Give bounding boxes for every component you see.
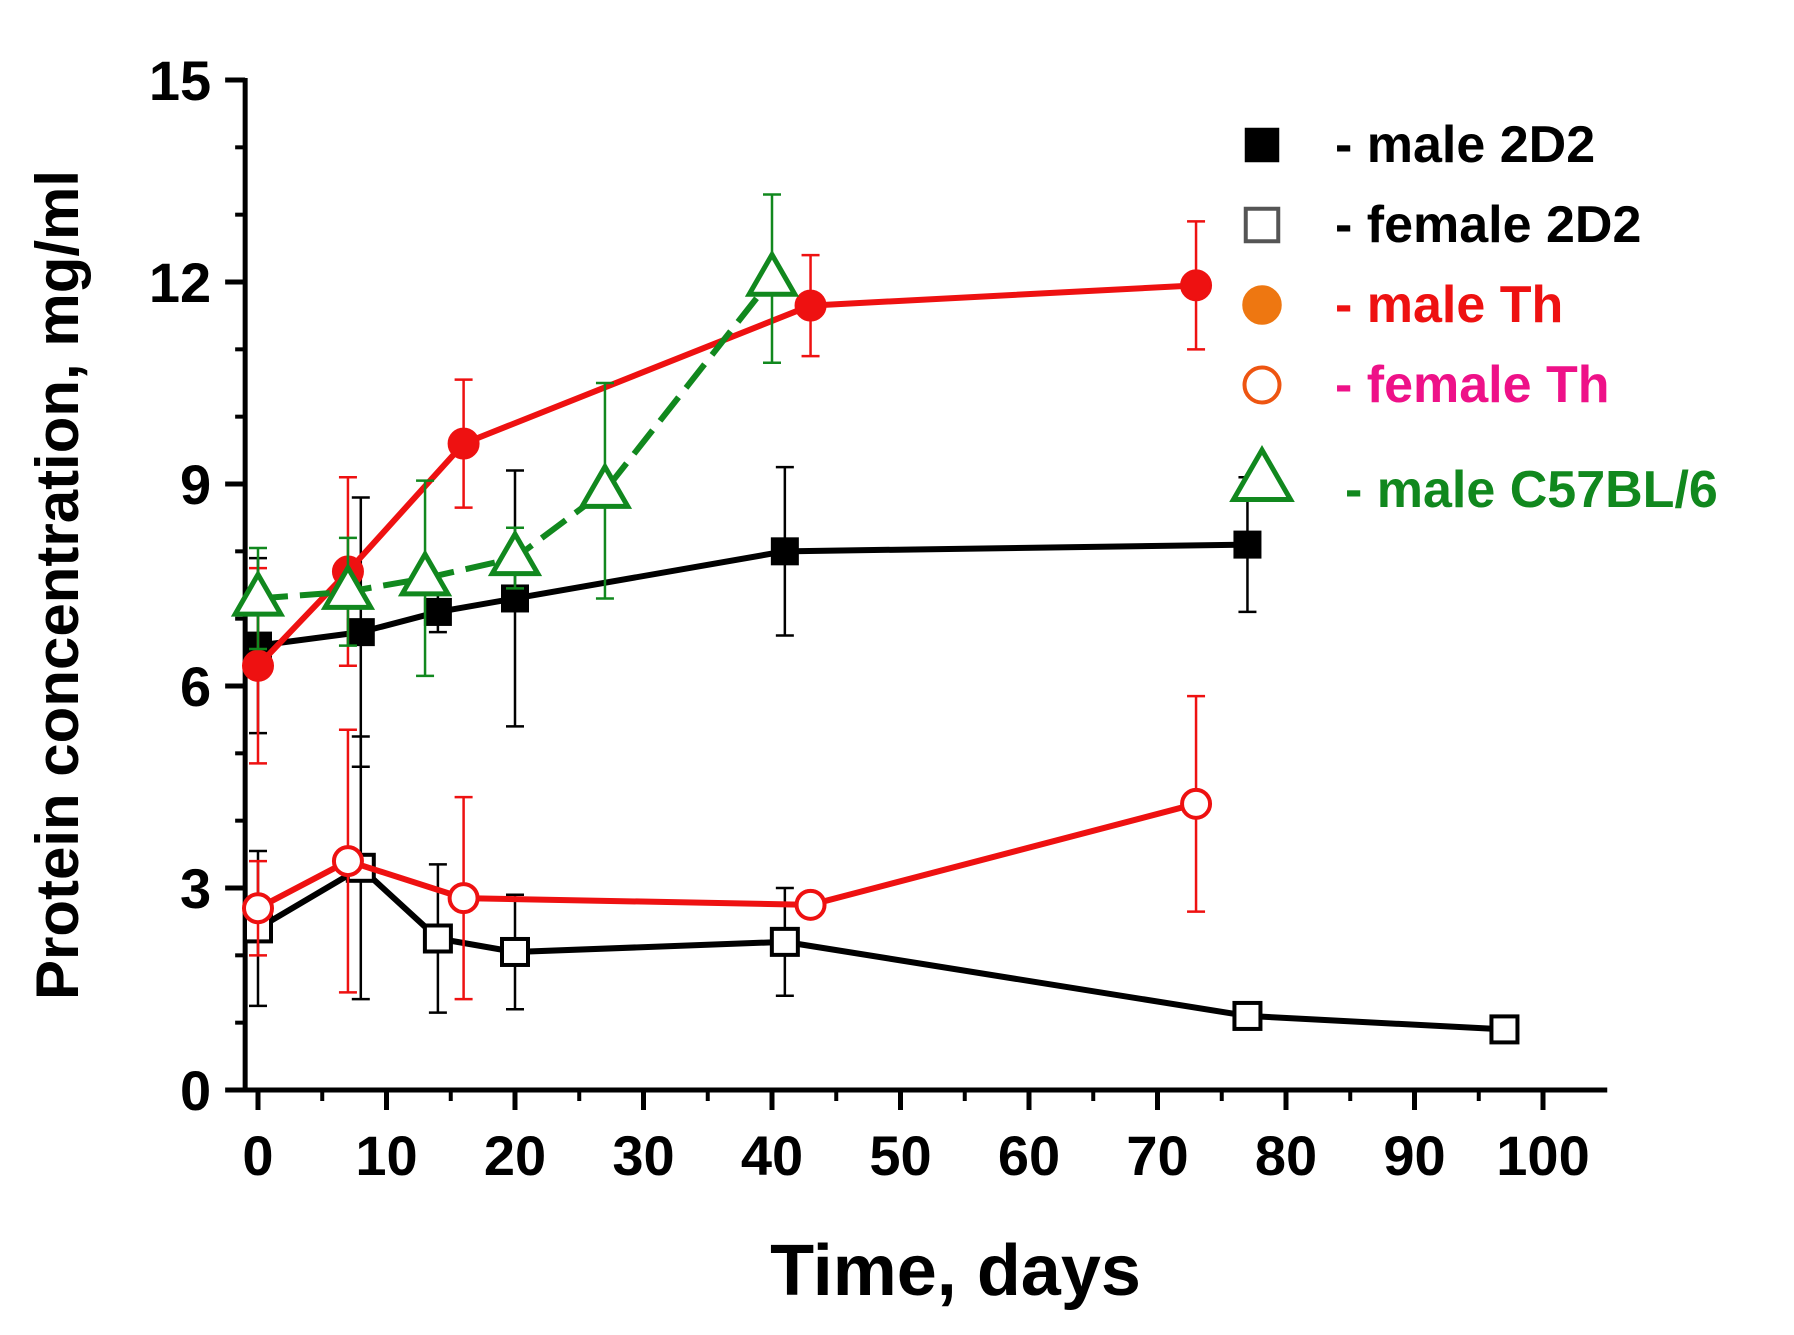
legend-label: - female Th: [1335, 356, 1610, 414]
data-point: [447, 427, 480, 460]
data-point: [422, 923, 453, 954]
y-tick-label: 0: [180, 1059, 211, 1122]
data-point: [423, 597, 452, 626]
data-point: [794, 289, 827, 322]
data-point: [242, 649, 274, 682]
legend-marker: [1243, 206, 1281, 244]
x-axis-ticks: 0 10 20 30 40 50 60 70 80 90 100: [242, 1090, 1590, 1187]
data-point: [331, 845, 364, 878]
data-point: [770, 537, 799, 566]
series-male-c57bl-6: [230, 193, 800, 678]
series-line: [257, 276, 775, 602]
data-point: [1232, 1000, 1263, 1031]
x-tick-label: 0: [242, 1124, 273, 1187]
y-tick-label: 12: [149, 251, 211, 314]
y-axis-title: Protein concentration, mg/ml: [24, 170, 91, 1000]
x-tick-label: 100: [1496, 1124, 1589, 1187]
legend-label: - male 2D2: [1335, 116, 1595, 174]
series-line: [257, 541, 1248, 649]
plot-area: [230, 193, 1520, 1045]
y-tick-label: 15: [149, 49, 211, 112]
axes: 0 3 6 9 12 15 0 10 20 30 40 50 60 70 80 90 100: [149, 49, 1608, 1187]
legend-item: - male Th: [1242, 276, 1563, 334]
x-tick-label: 10: [355, 1124, 417, 1187]
x-axis-title: Time, days: [770, 1231, 1141, 1311]
legend-marker: [1244, 127, 1280, 163]
data-point: [230, 569, 286, 617]
data-point: [320, 562, 376, 610]
legend-item: - male C57BL/6: [1229, 444, 1718, 519]
legend-label: - female 2D2: [1335, 196, 1641, 254]
data-point: [1180, 269, 1213, 302]
x-tick-label: 20: [484, 1124, 546, 1187]
y-tick-label: 3: [180, 857, 211, 920]
series-female-th: [242, 694, 1213, 1001]
data-point: [501, 584, 529, 613]
legend-marker: [1242, 285, 1282, 325]
x-tick-label: 90: [1383, 1124, 1445, 1187]
data-point: [744, 249, 800, 297]
x-tick-label: 70: [1126, 1124, 1188, 1187]
y-tick-label: 9: [180, 453, 211, 516]
x-tick-label: 80: [1255, 1124, 1317, 1187]
data-point: [794, 888, 827, 921]
data-point: [242, 892, 274, 925]
x-tick-label: 60: [998, 1124, 1060, 1187]
legend-label: - male Th: [1335, 276, 1563, 334]
y-axis-ticks: 0 3 6 9 12 15: [149, 49, 246, 1122]
legend-item: - female 2D2: [1243, 196, 1641, 254]
legend-marker: [1229, 444, 1295, 502]
legend-item: - female Th: [1242, 356, 1610, 414]
data-point: [500, 936, 530, 967]
legend-label: - male C57BL/6: [1345, 461, 1718, 519]
y-tick-label: 6: [180, 655, 211, 718]
legend: - male 2D2 - female 2D2 - male Th - female …: [1229, 116, 1718, 519]
data-point: [346, 618, 375, 647]
data-point: [1233, 530, 1262, 559]
legend-marker: [1242, 365, 1282, 405]
data-point: [577, 461, 633, 509]
data-point: [1489, 1014, 1520, 1045]
legend-item: - male 2D2: [1244, 116, 1595, 174]
data-point: [447, 882, 480, 915]
x-tick-label: 30: [612, 1124, 674, 1187]
x-tick-label: 50: [869, 1124, 931, 1187]
data-point: [487, 529, 543, 577]
x-tick-label: 40: [741, 1124, 803, 1187]
data-point: [769, 926, 800, 957]
data-point: [397, 549, 453, 597]
data-point: [1180, 787, 1213, 820]
